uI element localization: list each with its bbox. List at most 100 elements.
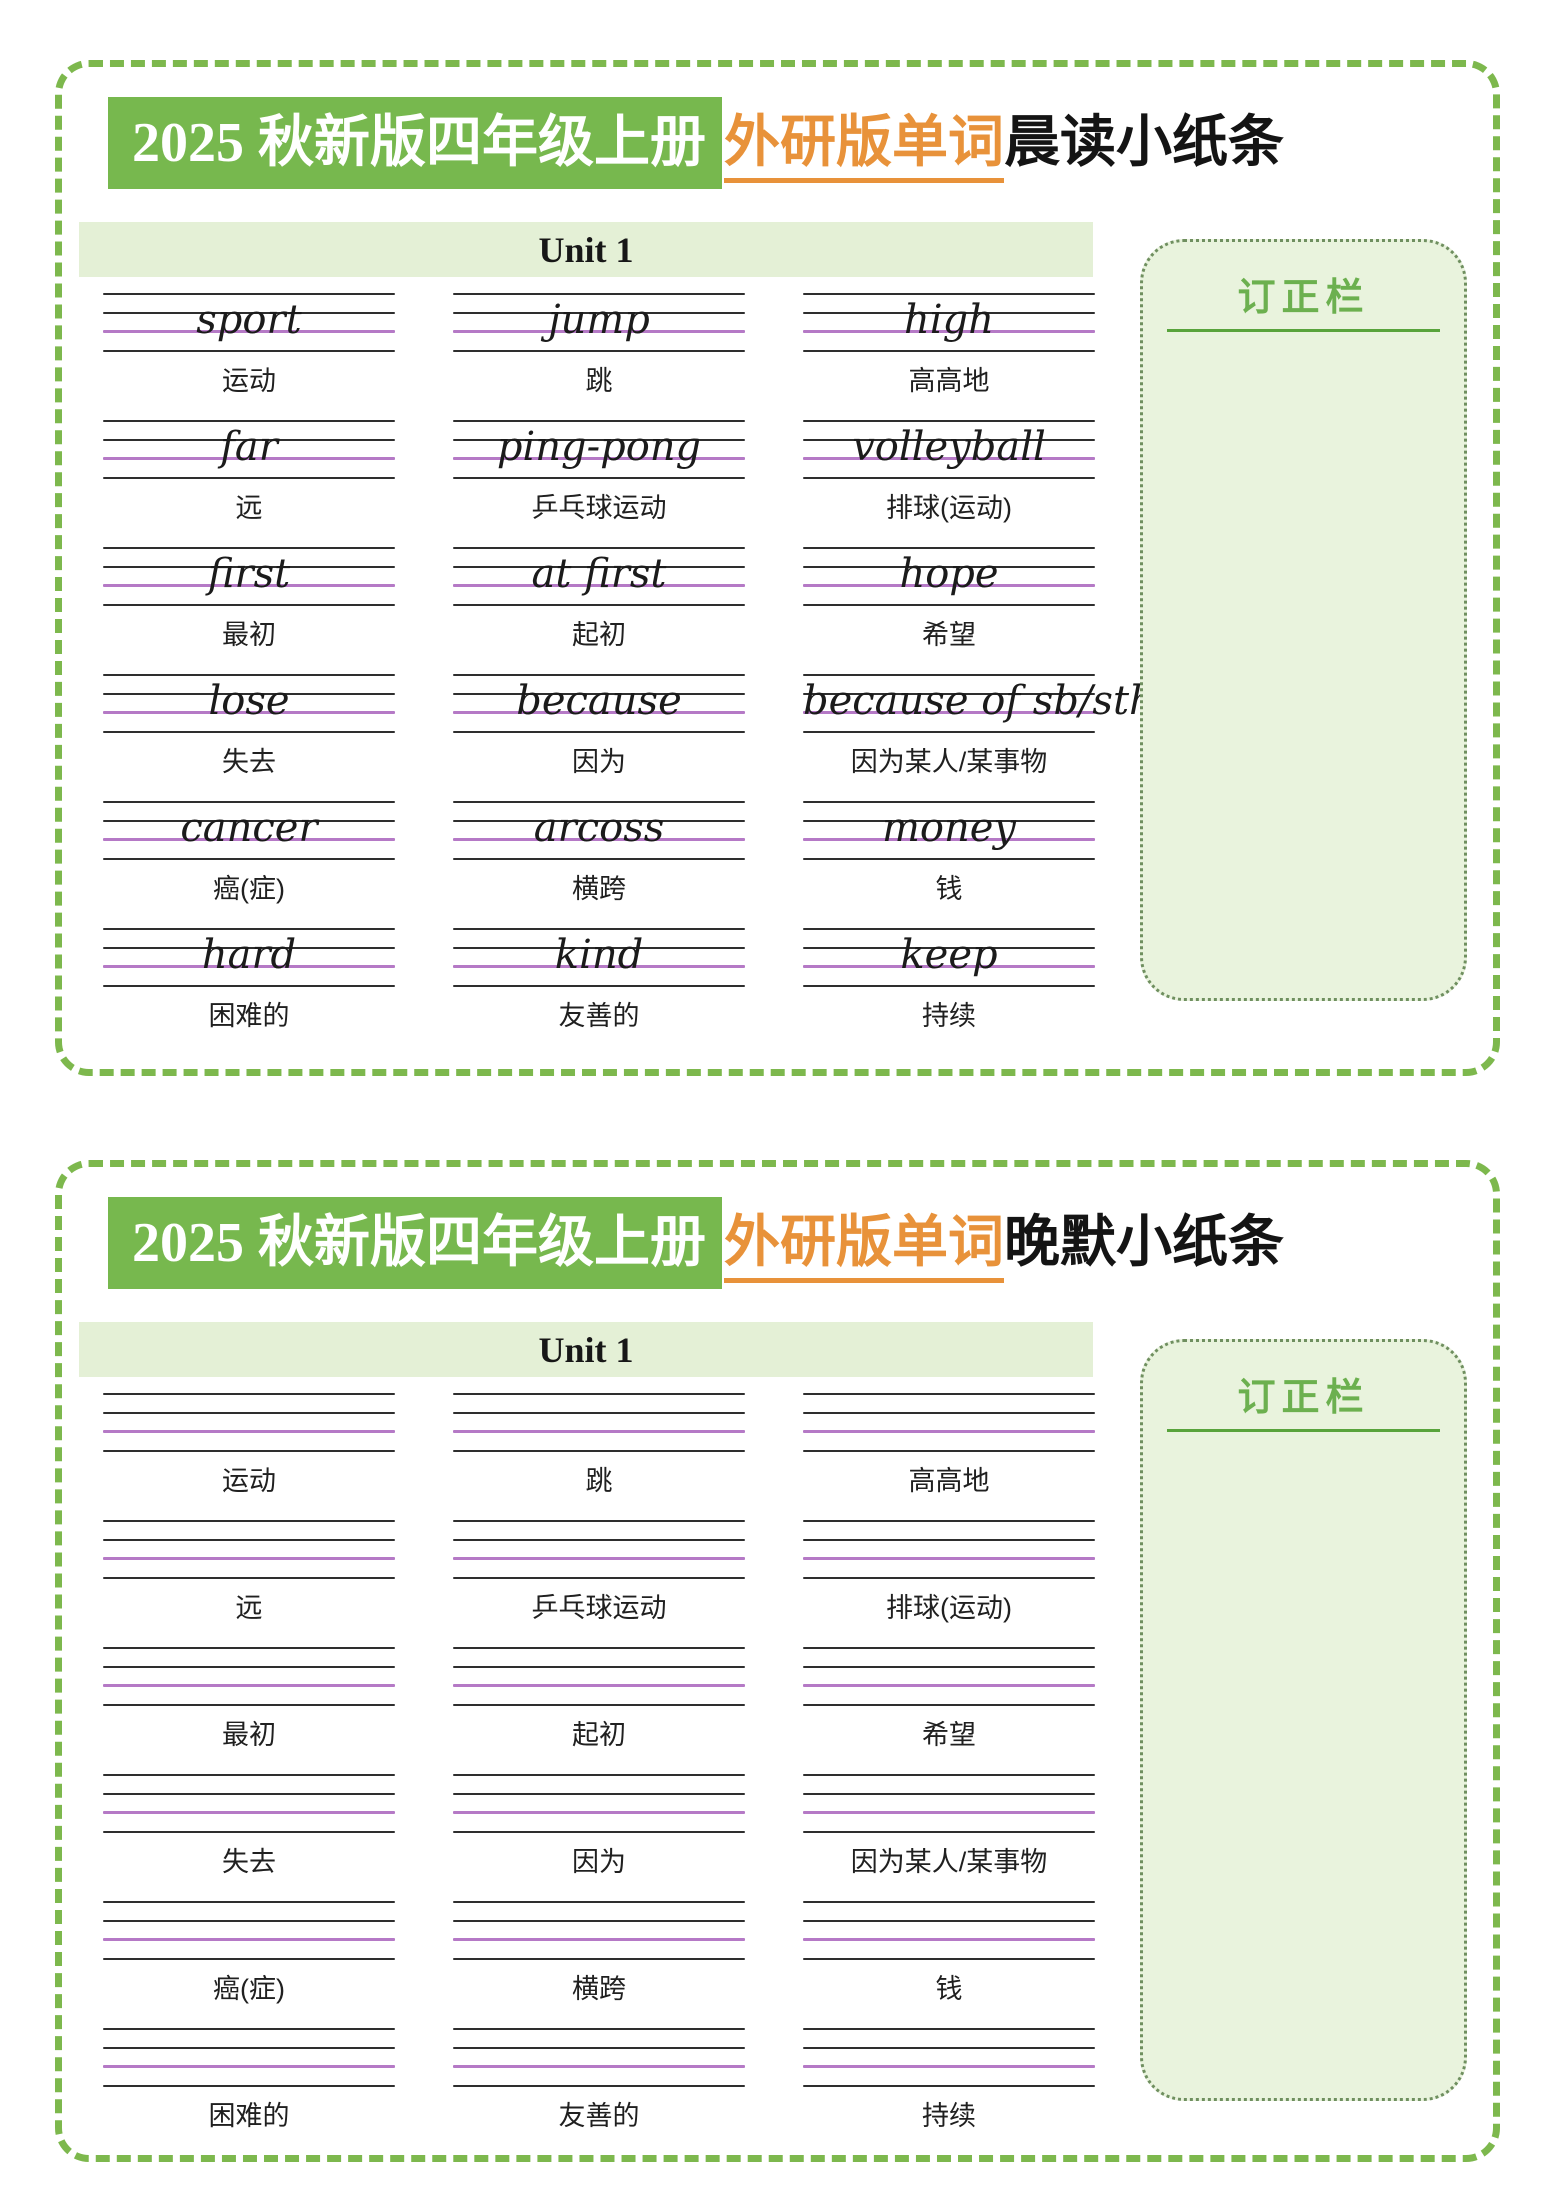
word-cell: 持续	[803, 2028, 1095, 2155]
guide-line-bottom	[453, 1704, 745, 1706]
chinese-meaning: 钱	[935, 1974, 963, 2004]
chinese-meaning: 排球(运动)	[886, 1593, 1012, 1623]
guide-line-upper	[803, 820, 1095, 822]
handwriting-guide-lines: lose	[103, 674, 395, 733]
guide-line-baseline	[453, 838, 745, 841]
word-cell: money 钱	[803, 801, 1095, 928]
guide-line-upper	[103, 2047, 395, 2049]
word-cell: 排球(运动)	[803, 1520, 1095, 1647]
guide-line-bottom	[803, 1450, 1095, 1452]
guide-line-top	[803, 420, 1095, 422]
guide-line-bottom	[803, 604, 1095, 606]
guide-line-upper	[803, 1412, 1095, 1414]
guide-line-baseline	[103, 1430, 395, 1433]
guide-line-baseline	[803, 1430, 1095, 1433]
guide-line-baseline	[803, 711, 1095, 714]
handwriting-guide-lines	[803, 1393, 1095, 1452]
guide-line-bottom	[103, 858, 395, 860]
guide-line-baseline	[803, 457, 1095, 460]
card-title: 2025 秋新版四年级上册 外研版单词晨读小纸条	[108, 97, 1284, 189]
word-cell: volleyball 排球(运动)	[803, 420, 1095, 547]
guide-line-baseline	[803, 2065, 1095, 2068]
guide-line-bottom	[803, 985, 1095, 987]
guide-line-top	[103, 1901, 395, 1903]
handwriting-guide-lines	[453, 1393, 745, 1452]
guide-line-upper	[803, 2047, 1095, 2049]
guide-line-top	[103, 1774, 395, 1776]
chinese-meaning: 乒乓球运动	[531, 493, 667, 523]
correction-panel-rule	[1167, 1429, 1440, 1432]
correction-panel-title: 订正栏	[1237, 1377, 1370, 1419]
guide-line-top	[453, 928, 745, 930]
chinese-meaning: 持续	[922, 2101, 976, 2131]
handwriting-guide-lines	[803, 1774, 1095, 1833]
word-cell: 运动	[103, 1393, 395, 1520]
guide-line-baseline	[103, 457, 395, 460]
guide-line-bottom	[103, 1704, 395, 1706]
chinese-meaning: 远	[235, 493, 263, 523]
chinese-meaning: 远	[235, 1593, 263, 1623]
guide-line-top	[803, 1774, 1095, 1776]
guide-line-baseline	[453, 1430, 745, 1433]
word-cell: first 最初	[103, 547, 395, 674]
word-cell: hope 希望	[803, 547, 1095, 674]
word-cell: 跳	[453, 1393, 745, 1520]
guide-line-baseline	[103, 1557, 395, 1560]
chinese-meaning: 因为某人/某事物	[850, 1847, 1048, 1877]
guide-line-bottom	[103, 985, 395, 987]
guide-line-bottom	[453, 858, 745, 860]
guide-line-baseline	[453, 1938, 745, 1941]
guide-line-upper	[453, 1793, 745, 1795]
guide-line-bottom	[803, 2085, 1095, 2087]
word-cell: 最初	[103, 1647, 395, 1774]
guide-line-bottom	[453, 985, 745, 987]
guide-line-baseline	[453, 711, 745, 714]
chinese-meaning: 困难的	[208, 2101, 290, 2131]
chinese-meaning: 最初	[222, 1720, 276, 1750]
guide-line-upper	[103, 820, 395, 822]
correction-panel: 订正栏	[1140, 1339, 1467, 2101]
guide-line-upper	[453, 566, 745, 568]
guide-line-bottom	[103, 1577, 395, 1579]
guide-line-top	[453, 1393, 745, 1395]
card-title: 2025 秋新版四年级上册 外研版单词晚默小纸条	[108, 1197, 1284, 1289]
guide-line-baseline	[453, 965, 745, 968]
evening-card: 2025 秋新版四年级上册 外研版单词晚默小纸条 Unit 1 运动 跳	[55, 1160, 1500, 2162]
guide-line-bottom	[103, 604, 395, 606]
guide-line-top	[103, 801, 395, 803]
guide-line-baseline	[103, 965, 395, 968]
guide-line-baseline	[803, 965, 1095, 968]
chinese-meaning: 癌(症)	[213, 874, 285, 904]
guide-line-baseline	[803, 1938, 1095, 1941]
guide-line-bottom	[103, 1831, 395, 1833]
chinese-meaning: 起初	[572, 1720, 626, 1750]
chinese-meaning: 困难的	[208, 1001, 290, 1031]
chinese-meaning: 持续	[922, 1001, 976, 1031]
unit-label: Unit 1	[538, 229, 634, 270]
title-series: 外研版单词	[724, 1212, 1004, 1283]
handwriting-guide-lines	[103, 1774, 395, 1833]
handwriting-guide-lines	[803, 1520, 1095, 1579]
guide-line-top	[803, 1647, 1095, 1649]
guide-line-top	[803, 674, 1095, 676]
guide-line-upper	[453, 439, 745, 441]
guide-line-upper	[803, 947, 1095, 949]
word-cell: 起初	[453, 1647, 745, 1774]
word-cell: 远	[103, 1520, 395, 1647]
guide-line-baseline	[803, 584, 1095, 587]
word-cell: high 高高地	[803, 293, 1095, 420]
handwriting-guide-lines: kind	[453, 928, 745, 987]
word-cell: sport 运动	[103, 293, 395, 420]
handwriting-guide-lines	[103, 1393, 395, 1452]
handwriting-guide-lines: first	[103, 547, 395, 606]
guide-line-bottom	[453, 1450, 745, 1452]
title-series: 外研版单词	[724, 112, 1004, 183]
word-cell: 友善的	[453, 2028, 745, 2155]
word-cell: at first 起初	[453, 547, 745, 674]
word-cell: 希望	[803, 1647, 1095, 1774]
handwriting-guide-lines	[453, 1901, 745, 1960]
guide-line-upper	[103, 1793, 395, 1795]
title-highlight: 2025 秋新版四年级上册	[108, 97, 722, 189]
chinese-meaning: 高高地	[908, 1466, 990, 1496]
guide-line-top	[103, 928, 395, 930]
